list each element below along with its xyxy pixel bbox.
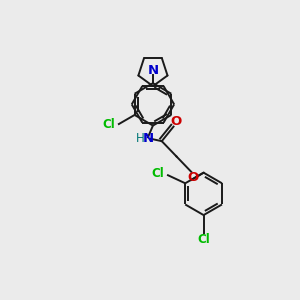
Text: N: N (142, 132, 154, 145)
Text: Cl: Cl (197, 233, 210, 246)
Text: Cl: Cl (102, 118, 115, 131)
Text: O: O (187, 171, 198, 184)
Text: H: H (136, 132, 145, 145)
Text: N: N (147, 64, 158, 77)
Text: O: O (170, 115, 181, 128)
Text: Cl: Cl (152, 167, 164, 180)
